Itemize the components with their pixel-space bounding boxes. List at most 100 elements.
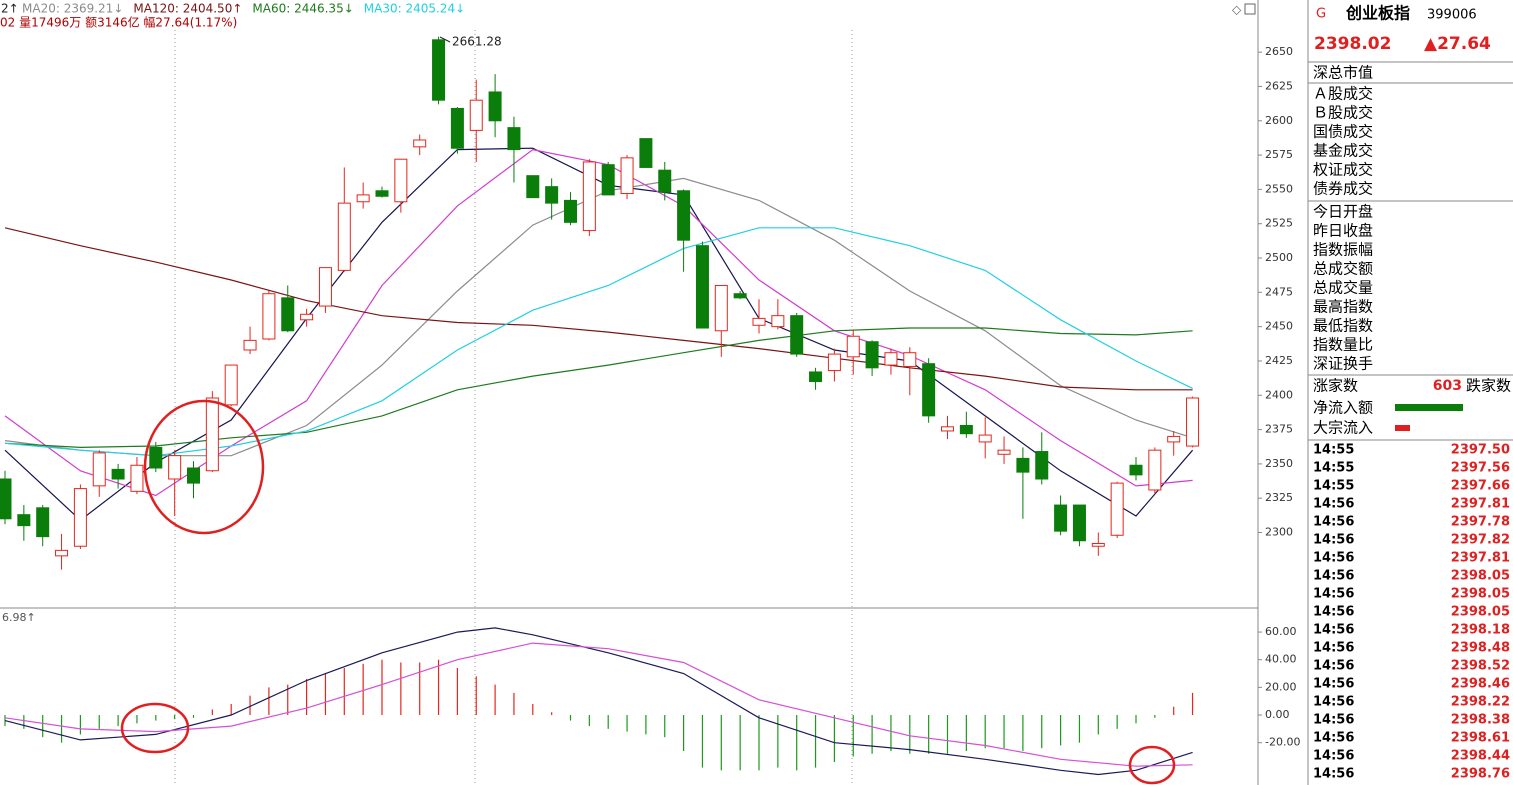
axes: 2300 2325 2350 2375 2400 2425 2450 2475 2500 2525… xyxy=(1258,45,1300,749)
candle-body xyxy=(771,315,785,328)
y-tick-label: 0.00 xyxy=(1265,708,1290,721)
legend-entry: MA60: 2446.35↓ xyxy=(252,2,353,16)
inflow-bar xyxy=(1395,404,1463,411)
candle-body xyxy=(959,424,973,435)
tick-price: 2398.05 xyxy=(1451,569,1510,584)
turnover-label: 权证成交 xyxy=(1313,161,1373,179)
candle-body xyxy=(752,317,766,326)
legend-entry: MA120: 2404.50↑ xyxy=(133,2,242,16)
tick-time: 14:56 xyxy=(1313,587,1354,602)
y-tick-label: 2425 xyxy=(1265,354,1293,367)
candle-body xyxy=(168,455,182,480)
y-tick-label: -20.00 xyxy=(1265,736,1300,749)
tick-time: 14:56 xyxy=(1313,533,1354,548)
ma-line xyxy=(4,642,1193,767)
tick-time: 14:56 xyxy=(1313,551,1354,566)
candle-body xyxy=(639,138,653,168)
tick-price: 2398.46 xyxy=(1451,677,1510,692)
candle-body xyxy=(677,190,691,241)
candle-body xyxy=(865,341,879,369)
candle-body xyxy=(809,371,823,383)
y-tick-label: 2550 xyxy=(1265,182,1293,195)
candle-body xyxy=(695,245,709,329)
tick-time: 14:55 xyxy=(1313,461,1354,476)
tick-price: 2398.05 xyxy=(1451,605,1510,620)
candle-body xyxy=(884,352,898,366)
tick-price: 2397.50 xyxy=(1451,443,1510,458)
index-label: 指数振幅 xyxy=(1313,241,1373,259)
index-name: 创业板指 xyxy=(1345,4,1410,23)
highlight-circles xyxy=(120,399,1176,785)
y-tick-label: 2650 xyxy=(1265,45,1293,58)
change: ▲27.64 xyxy=(1424,34,1491,54)
tick-time: 14:56 xyxy=(1313,749,1354,764)
block-inflow-bar xyxy=(1395,425,1410,431)
turnover-label: 债券成交 xyxy=(1313,180,1373,198)
tick-time: 14:56 xyxy=(1313,767,1354,782)
candle-body xyxy=(0,478,12,520)
turnover-label: 国债成交 xyxy=(1313,123,1373,141)
candle-body xyxy=(318,267,332,307)
tick-time: 14:56 xyxy=(1313,731,1354,746)
y-tick-label: 20.00 xyxy=(1265,680,1297,693)
candle-body xyxy=(846,335,860,358)
candle-body xyxy=(1129,464,1143,476)
market-value-label: 深总市值 xyxy=(1313,64,1373,82)
index-label: 今日开盘 xyxy=(1313,203,1373,221)
candle-body xyxy=(356,194,370,203)
tick-price: 2397.81 xyxy=(1451,497,1510,512)
index-label: 深证换手 xyxy=(1313,355,1373,373)
y-tick-label: 2375 xyxy=(1265,423,1293,436)
texts: MA20: 2369.21↓ MA120: 2404.50↑ MA60: 2446.… xyxy=(22,2,465,16)
candle-body xyxy=(413,139,427,148)
advancers-label: 涨家数 xyxy=(1313,377,1358,395)
y-tick-label: 2325 xyxy=(1265,491,1293,504)
tick-time: 14:56 xyxy=(1313,677,1354,692)
candle-body xyxy=(73,488,87,547)
y-tick-label: 40.00 xyxy=(1265,653,1297,666)
y-tick-label: 2350 xyxy=(1265,457,1293,470)
marker: G xyxy=(1316,7,1326,22)
index-label: 最高指数 xyxy=(1313,298,1373,316)
candle-body xyxy=(469,99,483,131)
tick-price: 2397.81 xyxy=(1451,551,1510,566)
candle-body xyxy=(507,127,521,151)
tick-price: 2398.52 xyxy=(1451,659,1510,674)
candle-body xyxy=(488,91,502,122)
tick-price: 2397.78 xyxy=(1451,515,1510,530)
header-fragment: 2↑ xyxy=(1,2,19,16)
candle-body xyxy=(1148,449,1162,491)
tick-time: 14:56 xyxy=(1313,569,1354,584)
tick-time: 14:56 xyxy=(1313,497,1354,512)
candle-body xyxy=(300,313,314,321)
candle-body xyxy=(281,297,295,332)
candle-body xyxy=(450,107,464,149)
candle-body xyxy=(92,452,106,487)
tick-price: 2398.61 xyxy=(1451,731,1510,746)
tick-price: 2398.22 xyxy=(1451,695,1510,710)
candle-body xyxy=(432,39,446,101)
window-icon[interactable] xyxy=(1244,3,1256,15)
y-tick-label: 2500 xyxy=(1265,251,1293,264)
candle-body xyxy=(205,397,219,472)
diamond-icon[interactable]: ◇ xyxy=(1232,3,1242,17)
legend-entry: MA20: 2369.21↓ xyxy=(22,2,123,16)
y-tick-label: 2525 xyxy=(1265,217,1293,230)
flow-label: 净流入额 xyxy=(1313,399,1373,417)
tick-time: 14:56 xyxy=(1313,659,1354,674)
circle xyxy=(143,399,265,535)
candle-body xyxy=(582,161,596,232)
candle-body xyxy=(545,186,559,204)
candle-body xyxy=(394,158,408,203)
candle-body xyxy=(17,514,31,527)
candle-body xyxy=(1035,451,1049,480)
turnover-label: Ｂ股成交 xyxy=(1313,104,1373,122)
index-label: 总成交量 xyxy=(1313,279,1373,297)
ma-line xyxy=(4,227,1193,391)
tick-price: 2398.18 xyxy=(1451,623,1510,638)
quote-panel: G 创业板指 399006 2398.02 ▲27.64 深总市值 涨家数 60… xyxy=(1308,4,1513,782)
y-tick-label: 2475 xyxy=(1265,285,1293,298)
tick-time: 14:56 xyxy=(1313,623,1354,638)
y-tick-label: 2600 xyxy=(1265,114,1293,127)
